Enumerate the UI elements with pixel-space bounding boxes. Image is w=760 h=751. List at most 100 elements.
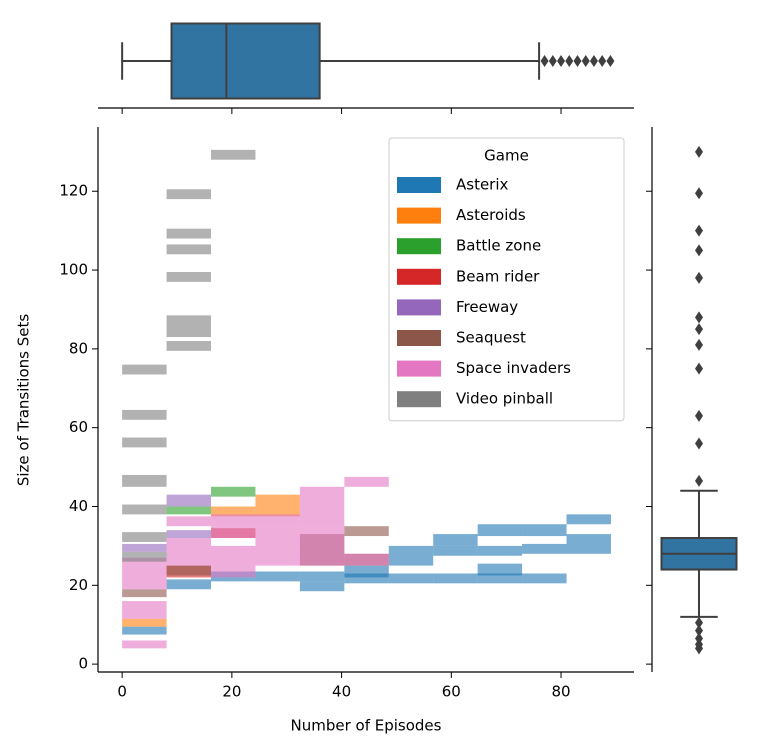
legend-swatch <box>397 360 441 377</box>
outlier <box>573 55 582 67</box>
outlier <box>695 624 703 637</box>
hist-cell <box>566 514 611 525</box>
y-axis-label: Size of Transitions Sets <box>15 314 33 487</box>
hist-cell <box>166 538 212 546</box>
legend-swatch <box>397 330 441 346</box>
hist-cell <box>211 506 256 517</box>
hist-cell <box>255 506 300 517</box>
outlier <box>695 224 703 237</box>
y-tick-label: 40 <box>69 497 88 515</box>
hist-cell <box>299 538 345 554</box>
hist-cell <box>122 437 167 448</box>
outlier <box>540 55 549 67</box>
hist-cell <box>122 504 167 515</box>
outlier <box>695 437 703 450</box>
outlier <box>695 409 703 422</box>
hist-cell <box>433 534 478 546</box>
hist-cell <box>299 486 345 515</box>
legend-label: Video pinball <box>456 390 553 408</box>
outlier <box>695 187 703 200</box>
outlier <box>695 632 703 645</box>
outlier <box>598 55 607 67</box>
hist-cell <box>522 573 567 584</box>
hist-cell <box>344 553 389 566</box>
hist-cell <box>122 601 167 611</box>
outlier <box>565 55 574 67</box>
legend-label: Freeway <box>456 298 518 316</box>
hist-cell <box>122 640 167 649</box>
outlier <box>695 362 703 375</box>
hist-cell <box>122 543 167 552</box>
hist-cell <box>388 545 434 566</box>
outlier <box>695 323 703 336</box>
legend-box <box>388 137 625 422</box>
hist-cell <box>122 532 167 542</box>
hist-cell <box>122 618 167 627</box>
hist-cell <box>166 189 212 200</box>
hist-cell <box>433 573 478 584</box>
hist-cell <box>211 514 256 527</box>
y-tick-label: 120 <box>59 182 88 200</box>
hist-cell <box>122 364 167 375</box>
legend-swatch <box>397 299 441 316</box>
legend-label: Battle zone <box>456 237 541 255</box>
hist-cell <box>255 526 300 546</box>
y-tick-label: 60 <box>69 418 88 436</box>
hist-cell <box>477 524 523 537</box>
hist-cell <box>477 545 523 556</box>
legend-label: Seaquest <box>456 329 526 347</box>
hist-cell <box>344 476 389 487</box>
outlier <box>581 55 590 67</box>
hist-cell <box>299 581 345 592</box>
hist-cell <box>344 526 389 537</box>
hist-cell <box>122 610 167 619</box>
hist-cell <box>166 579 212 590</box>
hist-cell <box>477 563 523 576</box>
hist-cell <box>166 506 212 515</box>
outlier <box>695 616 703 629</box>
outlier <box>695 311 703 324</box>
box <box>170 22 321 100</box>
legend-label: Space invaders <box>456 359 571 377</box>
x-tick-label: 40 <box>332 683 351 701</box>
outlier <box>589 55 598 67</box>
hist-cell <box>566 534 611 554</box>
x-tick-label: 0 <box>117 683 127 701</box>
outlier <box>695 474 703 487</box>
outlier <box>695 244 703 257</box>
hist-cell <box>166 545 212 566</box>
legend-label: Beam rider <box>456 267 540 285</box>
hist-cell <box>211 486 256 497</box>
hist-cell <box>299 526 345 539</box>
hist-cell <box>166 315 212 338</box>
hist-cell <box>344 573 389 584</box>
hist-cell <box>211 545 256 566</box>
legend-swatch <box>397 177 441 193</box>
hist-cell <box>166 565 212 576</box>
outlier <box>548 55 557 67</box>
hist-cell <box>477 573 523 584</box>
hist-cell <box>299 553 345 566</box>
hist-cell <box>166 244 212 255</box>
legend-swatch <box>397 238 441 255</box>
legend-swatch <box>397 391 441 408</box>
hist-cell <box>122 626 167 635</box>
y-tick-label: 0 <box>78 655 88 673</box>
hist-cell <box>522 543 567 554</box>
outlier <box>695 338 703 351</box>
legend-title: Game <box>484 147 529 165</box>
hist-cell <box>211 149 256 160</box>
hist-cell <box>433 545 478 556</box>
hist-cell <box>211 526 256 539</box>
hist-cell <box>211 565 256 578</box>
hist-cell <box>122 589 167 598</box>
outlier <box>557 55 566 67</box>
hist-cell <box>166 530 212 539</box>
hist-cell <box>166 494 212 507</box>
legend-label: Asterix <box>456 176 509 194</box>
hist-cell <box>122 551 167 562</box>
hist-cell <box>344 565 389 578</box>
outlier <box>606 55 615 67</box>
y-tick-label: 80 <box>69 339 88 357</box>
